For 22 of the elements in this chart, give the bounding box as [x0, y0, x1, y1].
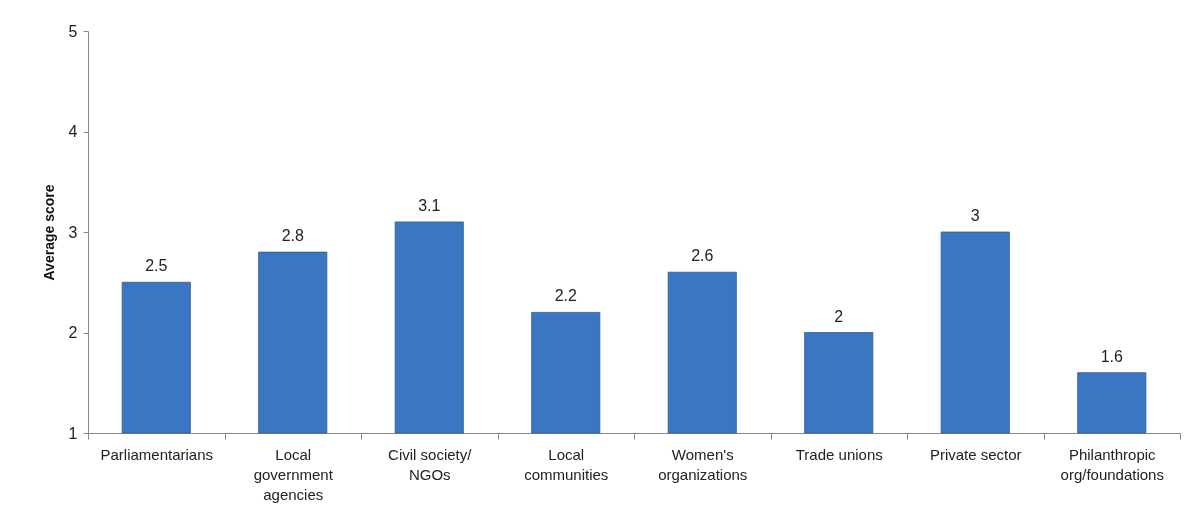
y-tick-label: 3: [68, 223, 78, 241]
y-tick-label: 4: [68, 123, 78, 140]
x-tick-label: Trade unions: [795, 445, 883, 463]
y-axis-title: Average score: [40, 184, 57, 281]
x-tick-label: Private sector: [929, 445, 1022, 463]
x-tick-label: Philanthropic org/foundations: [1060, 445, 1164, 483]
y-tick-label: 5: [68, 22, 78, 40]
data-label: 1.6: [1100, 347, 1123, 365]
x-tick-label: Local communities: [524, 445, 609, 483]
data-label: 2.2: [554, 287, 577, 305]
y-tick-label: 2: [68, 324, 78, 341]
data-label: 2.6: [691, 247, 714, 265]
x-tick-label: Local government agencies: [253, 445, 334, 503]
data-label: 2: [834, 307, 844, 325]
data-label: 2.8: [281, 227, 304, 245]
data-label: 2.5: [145, 257, 168, 275]
y-tick-label: 1: [68, 424, 78, 442]
data-label: 3.1: [418, 196, 441, 214]
x-tick-label: Civil society/ NGOs: [388, 445, 473, 483]
data-label: 3: [970, 207, 980, 224]
x-tick-label: Parliamentarians: [100, 445, 214, 463]
x-tick-label: Women's organizations: [658, 445, 748, 483]
